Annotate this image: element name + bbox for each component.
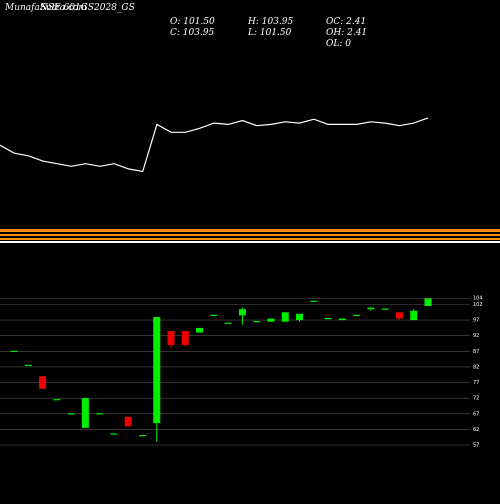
candle-body-12 [181, 331, 189, 346]
candle-body-10 [153, 316, 161, 424]
oh-value: OH: 2.41 [326, 28, 368, 38]
y-tick-label-0: 104 [473, 296, 483, 302]
candle-27 [395, 312, 403, 321]
candlestick-chart [10, 298, 432, 442]
y-tick-label-7: 72 [473, 396, 479, 402]
close-value: C: 103.95 [170, 28, 215, 38]
site-title: MunafaSutra.com [5, 3, 87, 14]
y-tick-label-4: 87 [473, 349, 479, 355]
candle-body-18 [267, 318, 275, 322]
y-tick-label-2: 97 [473, 318, 479, 324]
candle-11 [167, 331, 175, 349]
candle-8 [124, 416, 132, 427]
candle-body-11 [167, 331, 175, 346]
candle-body-8 [124, 416, 132, 427]
y-tick-label-10: 57 [473, 443, 479, 449]
candle-body-19 [281, 312, 289, 322]
y-tick-label-8: 67 [473, 411, 479, 417]
candle-13 [196, 327, 204, 333]
candle-10 [153, 316, 161, 442]
candle-2 [39, 376, 47, 389]
symbol-label: NSE 601GS2028_GS [40, 3, 135, 14]
candle-29 [424, 298, 432, 307]
candle-25 [367, 307, 375, 311]
candle-28 [410, 309, 418, 321]
candle-19 [281, 312, 289, 322]
site-title-text: MunafaSutra.com [5, 3, 87, 13]
candle-body-29 [424, 298, 432, 307]
line-chart [0, 117, 429, 173]
low-value: L: 101.50 [248, 28, 292, 38]
orange-bands [0, 229, 500, 243]
price-line [0, 117, 429, 173]
symbol-text: NSE 601GS2028_GS [40, 3, 135, 13]
candle-body-13 [196, 327, 204, 333]
candle-body-23 [338, 318, 346, 321]
band-4 [0, 241, 500, 243]
candle-body-2 [39, 376, 47, 389]
y-tick-label-6: 77 [473, 380, 479, 386]
candle-20 [296, 313, 304, 322]
candle-16 [238, 307, 246, 325]
candle-gridlines [0, 297, 470, 446]
candle-5 [81, 398, 89, 428]
open-value: O: 101.50 [170, 17, 215, 27]
candle-body-16 [238, 309, 246, 316]
band-2 [0, 234, 500, 236]
band-3 [0, 238, 500, 240]
candle-body-27 [395, 312, 403, 319]
band-1 [0, 229, 500, 232]
oc-value: OC: 2.41 [326, 17, 367, 27]
y-tick-label-3: 92 [473, 333, 479, 339]
candle-body-5 [81, 398, 89, 428]
candle-12 [181, 331, 189, 347]
candle-23 [338, 318, 346, 321]
candle-body-20 [296, 313, 304, 321]
candle-body-25 [367, 307, 375, 310]
y-tick-label-5: 82 [473, 364, 479, 370]
y-tick-label-9: 62 [473, 427, 479, 433]
candle-18 [267, 318, 275, 322]
candle-body-28 [410, 310, 418, 321]
y-tick-label-1: 102 [473, 302, 483, 308]
ol-value: OL: 0 [326, 39, 351, 49]
high-value: H: 103.95 [248, 17, 294, 27]
